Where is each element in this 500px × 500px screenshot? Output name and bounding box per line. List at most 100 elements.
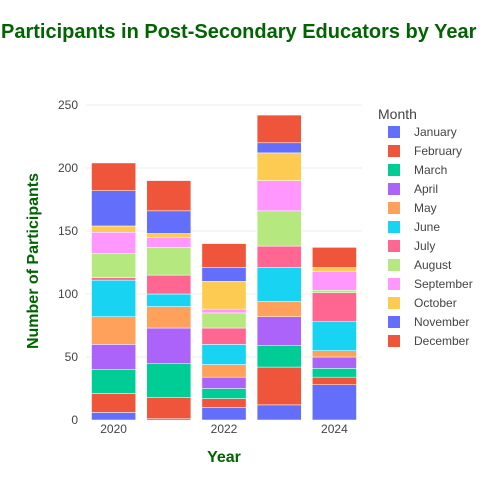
bar-segment-october-2024 [312,267,357,272]
bar-segment-july-2024 [312,292,357,322]
legend-item-august[interactable]: August [388,258,452,272]
x-tick-label: 2020 [100,422,127,436]
legend-label: October [414,296,457,310]
bar-segment-january-2022 [201,407,247,421]
bar-segment-december-2023 [256,114,302,144]
x-axis-title: Year [207,449,241,466]
legend-swatch [388,221,400,233]
x-tick-label: 2024 [321,422,348,436]
bar-segment-june-2022 [201,344,247,365]
legend-item-september[interactable]: September [388,277,473,291]
legend-swatch [388,297,400,309]
legend-label: April [414,182,438,196]
legend-item-march[interactable]: March [388,163,447,177]
legend-label: December [414,334,469,348]
legend-label: February [414,144,462,158]
legend-swatch [388,183,400,195]
legend-label: March [414,163,447,177]
y-tick-label: 50 [65,350,79,364]
bar-segment-april-2021 [146,327,192,364]
bar-segment-december-2021 [146,180,192,212]
bar-segment-july-2021 [146,274,192,295]
legend-swatch [388,278,400,290]
y-tick-label: 250 [58,98,78,112]
y-tick-label: 0 [71,413,78,427]
bar-segment-may-2024 [312,350,357,358]
bar-segment-february-2021 [146,397,192,419]
bar-segment-march-2021 [146,363,192,398]
legend-swatch [388,145,400,157]
bar-segment-november-2022 [201,267,247,282]
legend-swatch [388,240,400,252]
legend: Month January February March April May June Ju… [378,106,473,348]
bar-segment-july-2022 [201,327,247,345]
y-tick-label: 100 [58,287,78,301]
bar-segment-february-2022 [201,398,247,408]
bar-segment-june-2023 [256,267,302,302]
legend-label: August [414,258,452,272]
bar-segment-january-2020 [91,412,136,421]
legend-swatch [388,126,400,138]
bar-segment-november-2023 [256,142,302,154]
bar-segment-september-2020 [91,232,136,254]
bar-segment-october-2022 [201,281,247,310]
x-tick-label: 2022 [211,422,238,436]
bar-segment-december-2024 [312,247,357,268]
bar-segment-december-2022 [201,243,247,268]
legend-label: November [414,315,469,329]
legend-swatch [388,164,400,176]
bars-layer [91,114,357,421]
bar-segment-june-2020 [91,279,136,317]
bar-segment-december-2020 [91,162,136,191]
legend-item-june[interactable]: June [388,220,440,234]
bar-segment-june-2021 [146,293,192,307]
bar-segment-march-2020 [91,369,136,394]
bar-segment-april-2022 [201,376,247,389]
legend-title: Month [378,106,417,122]
legend-label: January [414,125,457,139]
legend-swatch [388,202,400,214]
bar-segment-september-2022 [201,308,247,314]
y-tick-label: 200 [58,161,78,175]
legend-swatch [388,316,400,328]
y-axis-title: Number of Participants [25,173,42,349]
legend-item-july[interactable]: July [388,239,435,253]
x-tick-labels: 2020 2022 2024 [100,422,348,436]
bar-segment-january-2023 [256,404,302,421]
legend-item-october[interactable]: October [388,296,457,310]
bar-segment-april-2024 [312,356,357,369]
y-tick-label: 150 [58,224,78,238]
legend-item-february[interactable]: February [388,144,462,158]
bar-segment-february-2024 [312,376,357,385]
bar-segment-october-2023 [256,152,302,181]
bar-segment-january-2024 [312,384,357,421]
bar-segment-august-2024 [312,289,357,293]
bar-segment-may-2021 [146,306,192,329]
bar-segment-august-2020 [91,253,136,278]
bar-segment-march-2022 [201,388,247,399]
legend-label: June [414,220,440,234]
bar-segment-april-2020 [91,344,136,370]
bar-segment-october-2020 [91,225,136,233]
bar-segment-september-2024 [312,271,357,291]
bar-segment-may-2023 [256,301,302,317]
y-tick-labels: 0 50 100 150 200 250 [58,98,78,427]
bar-segment-september-2023 [256,180,302,212]
bar-segment-february-2023 [256,366,302,406]
bar-segment-august-2021 [146,247,192,276]
bar-segment-november-2020 [91,190,136,227]
legend-item-april[interactable]: April [388,182,438,196]
legend-item-december[interactable]: December [388,334,469,348]
legend-item-november[interactable]: November [388,315,469,329]
bar-segment-august-2022 [201,312,247,329]
bar-segment-october-2021 [146,233,192,238]
bar-segment-july-2020 [91,277,136,281]
bar-segment-september-2021 [146,237,192,248]
legend-label: September [414,277,473,291]
bar-segment-july-2023 [256,245,302,268]
legend-item-january[interactable]: January [388,125,457,139]
legend-label: July [414,239,435,253]
legend-swatch [388,335,400,347]
legend-item-may[interactable]: May [388,201,437,215]
